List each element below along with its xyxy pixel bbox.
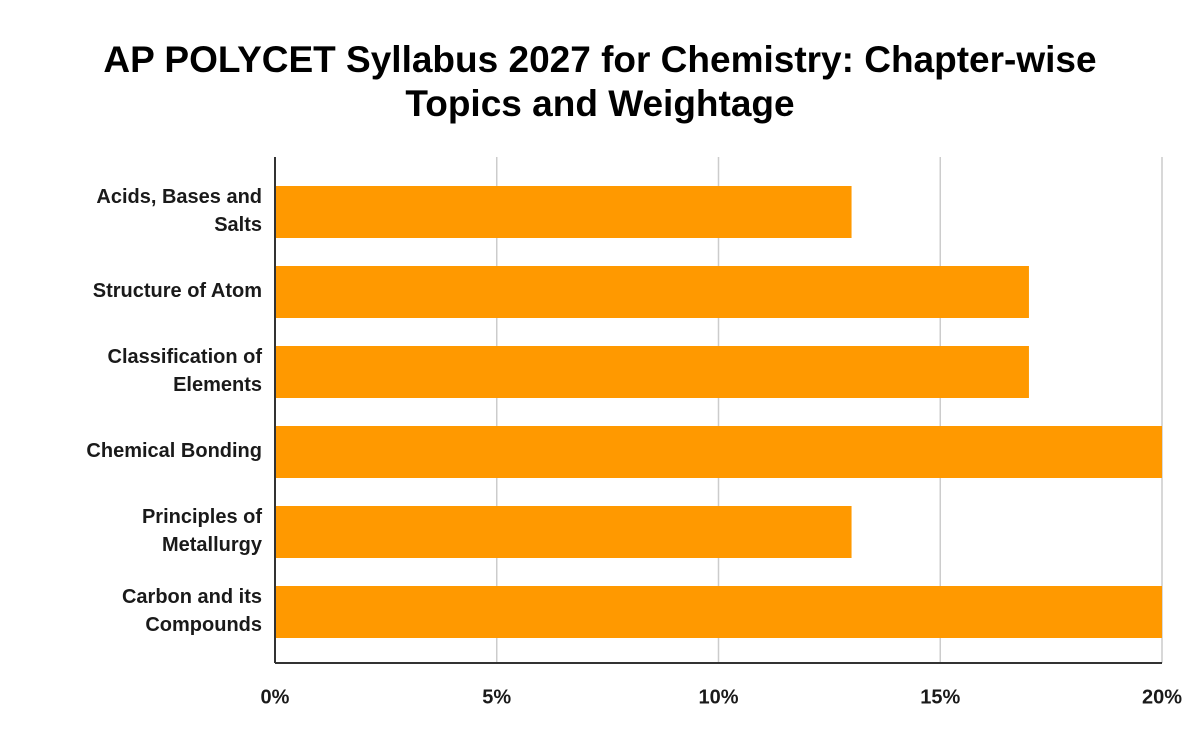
gridlines [496,157,1163,663]
y-category-label-3: Chemical Bonding [86,440,262,462]
chart-title-line-2: Topics and Weightage [405,83,795,124]
x-tick-label-0: 0% [261,686,290,708]
labels: 0% 5% 10% 15% 20% Acids, Bases and Salts Struct… [86,186,1182,708]
x-tick-label-2: 10% [698,686,738,708]
y-category-label-4-line-0: Principles of [142,506,262,528]
bar-1 [275,266,1029,318]
x-tick-label-3: 15% [920,686,960,708]
y-category-label-4: Principles of Metallurgy [142,506,263,556]
y-category-label-2-line-0: Classification of [108,346,263,368]
y-category-label-0-line-0: Acids, Bases and [96,186,262,208]
y-category-label-0: Acids, Bases and Salts [96,186,262,236]
x-tick-label-1: 5% [482,686,511,708]
bar-4 [275,506,852,558]
y-category-label-1-line-0: Structure of Atom [93,280,262,302]
x-tick-label-4: 20% [1142,686,1182,708]
bar-5 [275,586,1162,638]
y-category-label-4-line-1: Metallurgy [162,534,263,556]
y-category-label-5-line-0: Carbon and its [122,586,262,608]
y-category-label-2-line-1: Elements [173,374,262,396]
y-category-label-5-line-1: Compounds [145,614,262,636]
chart-title: AP POLYCET Syllabus 2027 for Chemistry: … [0,38,1200,126]
y-category-label-0-line-1: Salts [214,214,262,236]
bar-2 [275,346,1029,398]
chart-title-line-1: AP POLYCET Syllabus 2027 for Chemistry: … [103,39,1097,80]
bar-0 [275,186,852,238]
bars [275,186,1162,638]
y-category-label-3-line-0: Chemical Bonding [86,440,262,462]
y-category-label-1: Structure of Atom [93,280,262,302]
axes [274,157,1162,664]
y-category-label-2: Classification of Elements [108,346,263,396]
y-category-label-5: Carbon and its Compounds [122,586,262,636]
bar-3 [275,426,1162,478]
